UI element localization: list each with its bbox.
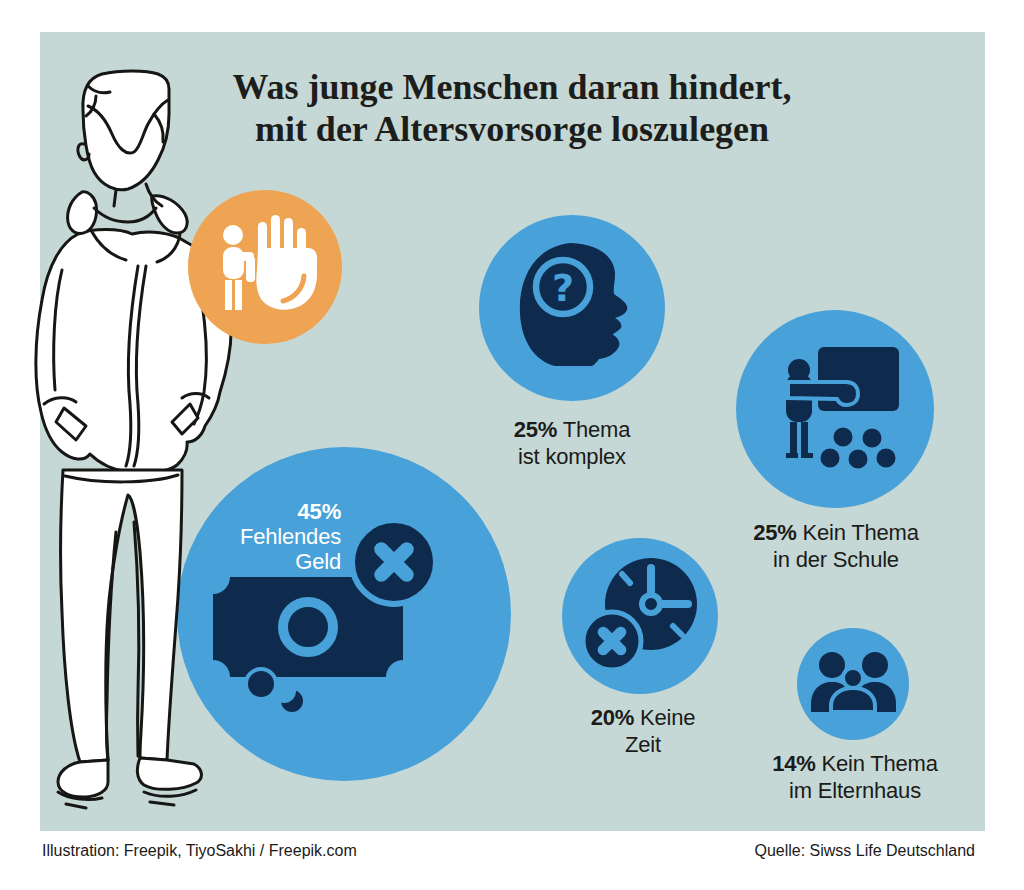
person-illustration [28, 52, 240, 830]
stat-caption-parents: 14% Kein Thema im Elternhaus [755, 750, 955, 804]
stat-caption-time: 20% Keine Zeit [543, 704, 743, 758]
page-title: Was junge Menschen daran hindert, mit de… [200, 66, 824, 150]
clock-crossed-icon [562, 538, 718, 694]
stat-circle-school [736, 310, 934, 508]
teacher-board-icon [736, 310, 934, 508]
illustration-credit: Illustration: Freepik, TiyoSakhi / Freep… [42, 842, 357, 860]
family-icon [797, 628, 909, 740]
head-question-icon: ? [479, 215, 665, 401]
stat-circle-time [562, 538, 718, 694]
stat-caption-money: 45% Fehlendes Geld [181, 499, 341, 574]
person-stop-hand-icon [188, 190, 342, 344]
stop-badge-circle [188, 190, 342, 344]
source-credit: Quelle: Siwss Life Deutschland [754, 842, 975, 860]
svg-text:?: ? [552, 266, 574, 310]
stat-circle-complex: ? [479, 215, 665, 401]
stat-circle-parents [797, 628, 909, 740]
stat-caption-complex: 25% Thema ist komplex [472, 416, 672, 470]
stat-caption-school: 25% Kein Thema in der Schule [736, 519, 936, 573]
